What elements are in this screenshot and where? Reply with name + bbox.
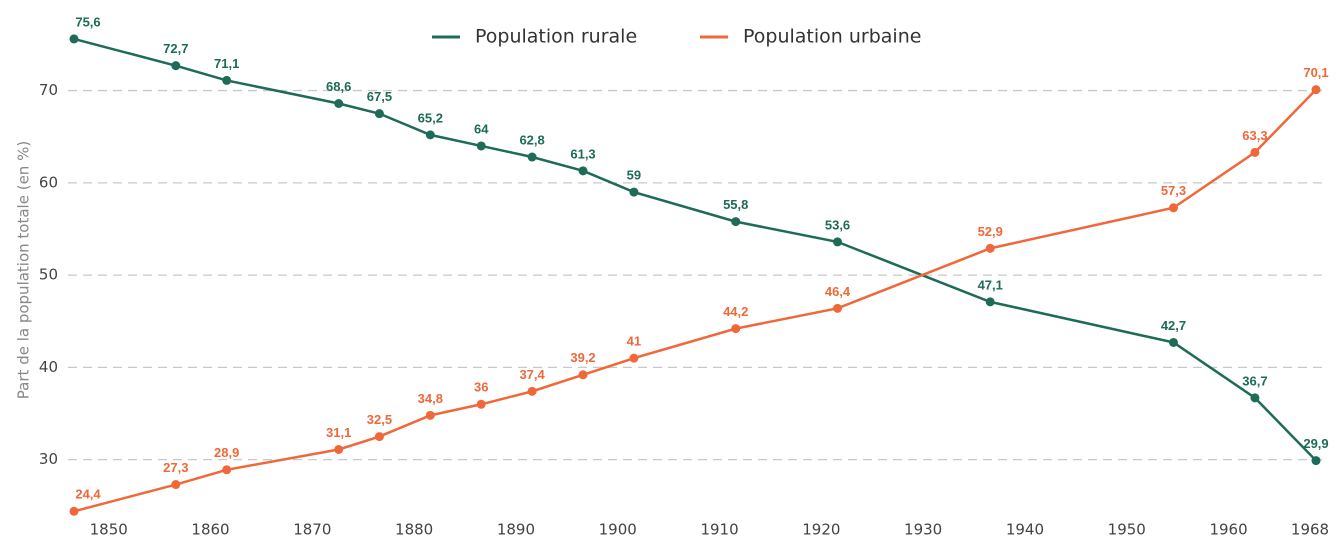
data-point — [69, 506, 79, 516]
data-label: 37,4 — [519, 367, 545, 382]
data-label: 39,2 — [570, 350, 595, 365]
x-tick-label: 1960 — [1209, 521, 1247, 539]
data-label: 29,9 — [1303, 436, 1328, 451]
data-point — [1250, 393, 1260, 403]
data-label: 52,9 — [978, 224, 1003, 239]
data-point — [985, 243, 995, 253]
data-label: 44,2 — [723, 304, 748, 319]
data-label: 75,6 — [75, 14, 100, 29]
x-tick-label: 1940 — [1006, 521, 1044, 539]
x-tick-label: 1870 — [293, 521, 331, 539]
data-point — [222, 465, 232, 475]
data-point — [374, 432, 384, 442]
data-point — [425, 410, 435, 420]
data-label: 28,9 — [214, 445, 239, 460]
data-label: 34,8 — [418, 391, 443, 406]
data-label: 24,4 — [75, 487, 101, 502]
data-label: 72,7 — [163, 41, 188, 56]
data-point — [222, 75, 232, 85]
y-tick-label: 50 — [39, 266, 58, 284]
data-point — [1311, 456, 1321, 466]
x-tick-label: 1910 — [700, 521, 738, 539]
data-point — [334, 444, 344, 454]
data-point — [171, 61, 181, 71]
y-tick-label: 40 — [39, 358, 58, 376]
data-point — [527, 152, 537, 162]
data-point — [476, 141, 486, 151]
x-tick-label: 1930 — [904, 521, 942, 539]
data-point — [1311, 85, 1321, 95]
data-point — [833, 237, 843, 247]
data-label: 68,6 — [326, 79, 351, 94]
data-point — [578, 166, 588, 176]
data-label: 71,1 — [214, 56, 239, 71]
x-tick-label: 1880 — [395, 521, 433, 539]
data-point — [985, 297, 995, 307]
data-point — [425, 130, 435, 140]
data-point — [1168, 203, 1178, 213]
legend-label: Population urbaine — [743, 26, 921, 48]
data-label: 36 — [474, 380, 488, 395]
y-axis-label: Part de la population totale (en %) — [15, 141, 33, 399]
legend-label: Population rurale — [475, 26, 637, 48]
data-point — [629, 187, 639, 197]
data-label: 61,3 — [570, 146, 595, 161]
data-label: 63,3 — [1242, 128, 1267, 143]
data-point — [69, 34, 79, 44]
data-point — [1168, 337, 1178, 347]
data-point — [527, 386, 537, 396]
data-label: 62,8 — [519, 132, 544, 147]
data-point — [374, 109, 384, 119]
x-tick-label: 1850 — [90, 521, 128, 539]
data-point — [731, 324, 741, 334]
x-tick-label: 1920 — [802, 521, 840, 539]
y-tick-label: 70 — [39, 81, 58, 99]
data-label: 53,6 — [825, 217, 850, 232]
data-label: 70,1 — [1303, 65, 1328, 80]
series-line — [73, 37, 1317, 462]
series-line — [73, 88, 1317, 513]
data-point — [731, 217, 741, 227]
data-point — [629, 353, 639, 363]
data-label: 47,1 — [978, 277, 1003, 292]
x-tick-label: 1890 — [497, 521, 535, 539]
data-label: 65,2 — [418, 110, 443, 125]
data-point — [171, 480, 181, 490]
data-label: 27,3 — [163, 460, 188, 475]
y-tick-label: 30 — [39, 450, 58, 468]
data-label: 36,7 — [1242, 373, 1267, 388]
x-tick-label: 1900 — [599, 521, 637, 539]
x-tick-label: 1968 — [1291, 521, 1329, 539]
data-label: 57,3 — [1161, 183, 1186, 198]
data-label: 64 — [474, 121, 489, 136]
data-point — [578, 370, 588, 380]
data-label: 67,5 — [367, 89, 392, 104]
data-label: 59 — [627, 168, 641, 183]
data-label: 55,8 — [723, 197, 748, 212]
data-label: 46,4 — [825, 284, 851, 299]
y-tick-label: 60 — [39, 173, 58, 191]
data-label: 32,5 — [367, 412, 392, 427]
data-point — [1250, 147, 1260, 157]
data-point — [476, 399, 486, 409]
data-label: 42,7 — [1161, 318, 1186, 333]
data-label: 41 — [627, 334, 641, 349]
data-label: 31,1 — [326, 425, 351, 440]
data-point — [334, 99, 344, 109]
data-point — [833, 303, 843, 313]
x-tick-label: 1860 — [191, 521, 229, 539]
x-tick-label: 1950 — [1108, 521, 1146, 539]
